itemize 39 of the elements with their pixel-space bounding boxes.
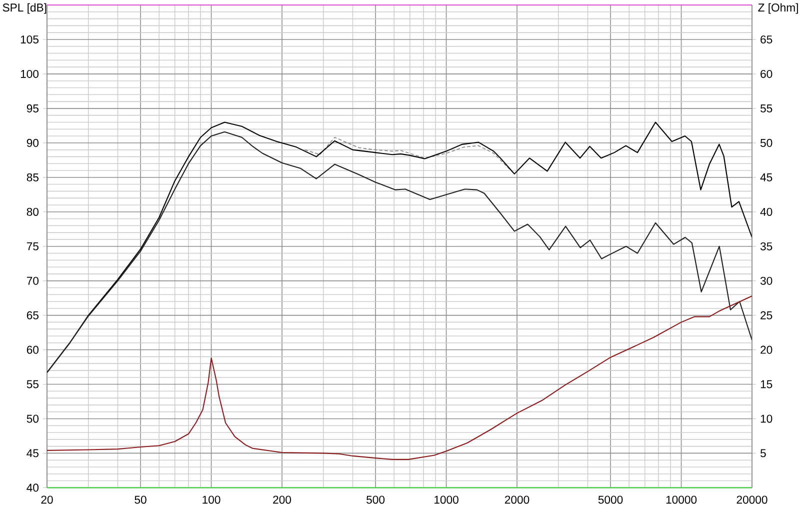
x-tick-label: 10000 <box>666 496 697 504</box>
y-tick-label: 70 <box>26 276 39 285</box>
y-tick-label: 55 <box>26 380 39 388</box>
y2-tick-label: 45 <box>760 173 772 182</box>
y2-tick-label: 25 <box>760 311 772 320</box>
x-tick-label: 500 <box>366 496 385 504</box>
y2-tick-label: 40 <box>760 208 772 216</box>
y2-tick-label: 65 <box>760 35 772 44</box>
y-tick-label: 100 <box>20 70 39 78</box>
x-tick-label: 50 <box>134 496 146 504</box>
y2-tick-label: 50 <box>760 138 772 147</box>
y-tick-label: 95 <box>26 104 39 112</box>
x-tick-label: 200 <box>273 496 292 504</box>
y-tick-label: 45 <box>26 449 39 458</box>
x-tick-label: 20000 <box>736 496 768 504</box>
y-tick-label: 85 <box>26 173 39 182</box>
y-tick-label: 90 <box>26 138 39 147</box>
x-tick-label: 100 <box>202 496 220 504</box>
y-tick-label: 65 <box>26 311 39 320</box>
y2-tick-label: 10 <box>760 414 772 423</box>
y2-tick-label: 30 <box>760 276 772 285</box>
y2-tick-label: 15 <box>760 380 772 388</box>
y-tick-label: 60 <box>26 346 39 354</box>
y2-tick-label: 60 <box>760 70 772 78</box>
y2-axis-title: Z [Ohm] <box>758 3 798 14</box>
y-tick-label: 50 <box>26 414 39 423</box>
x-tick-label: 5000 <box>598 496 623 504</box>
x-tick-label: 2000 <box>504 496 530 504</box>
y-tick-label: 75 <box>26 242 39 250</box>
y-tick-label: 105 <box>20 35 38 44</box>
y-tick-label: 80 <box>26 208 39 216</box>
y2-tick-label: 5 <box>760 449 766 458</box>
y-axis-title: SPL [dB] <box>2 3 46 14</box>
x-tick-label: 20 <box>41 496 53 504</box>
y2-tick-label: 20 <box>760 346 772 354</box>
y2-tick-label: 55 <box>760 104 772 112</box>
y2-tick-label: 35 <box>760 242 772 250</box>
x-tick-label: 1000 <box>434 496 458 504</box>
y-tick-label: 40 <box>26 484 39 492</box>
